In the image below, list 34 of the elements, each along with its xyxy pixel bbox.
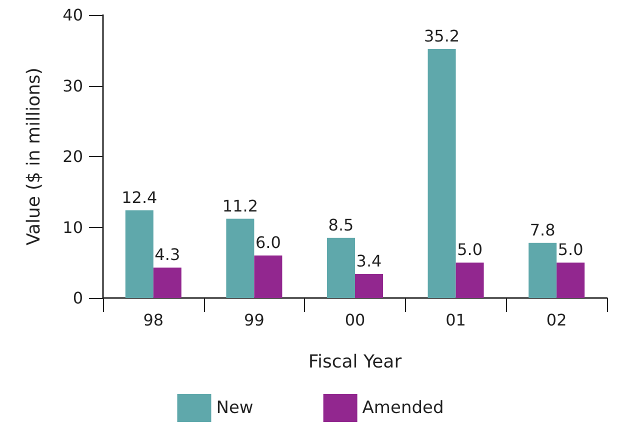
bar bbox=[355, 274, 383, 298]
y-tick-label: 10 bbox=[62, 218, 83, 237]
bar bbox=[428, 48, 456, 298]
bar bbox=[456, 262, 484, 298]
bar bbox=[556, 262, 585, 298]
data-label: 5.0 bbox=[457, 240, 483, 260]
y-tick-label: 20 bbox=[62, 147, 83, 166]
bar bbox=[153, 268, 182, 298]
data-label: 5.0 bbox=[558, 240, 584, 260]
x-axis-title: Fiscal Year bbox=[308, 352, 402, 372]
y-axis-title: Value ($ in millions) bbox=[24, 68, 44, 246]
x-tick-label: 01 bbox=[446, 310, 466, 330]
y-tick-label: 40 bbox=[62, 6, 83, 24]
bar bbox=[327, 238, 355, 298]
legend-label: Amended bbox=[362, 398, 444, 418]
x-tick-label: 99 bbox=[244, 310, 264, 330]
x-tick-label: 02 bbox=[546, 310, 567, 330]
data-label: 11.2 bbox=[222, 196, 258, 216]
data-label: 6.0 bbox=[255, 233, 281, 252]
bar bbox=[528, 242, 557, 298]
data-label: 4.3 bbox=[154, 245, 180, 264]
y-tick-label: 0 bbox=[72, 288, 83, 308]
x-tick-label: 98 bbox=[143, 310, 164, 330]
bar bbox=[254, 256, 282, 298]
data-label: 8.5 bbox=[328, 215, 354, 234]
legend-label: New bbox=[216, 398, 254, 418]
bar bbox=[226, 218, 254, 298]
data-label: 3.4 bbox=[356, 251, 382, 270]
data-label: 12.4 bbox=[122, 188, 158, 207]
data-label: 35.2 bbox=[424, 26, 460, 46]
data-label: 7.8 bbox=[530, 220, 556, 240]
bar bbox=[125, 210, 154, 298]
y-tick-label: 30 bbox=[62, 76, 83, 96]
x-tick-label: 00 bbox=[344, 310, 366, 330]
